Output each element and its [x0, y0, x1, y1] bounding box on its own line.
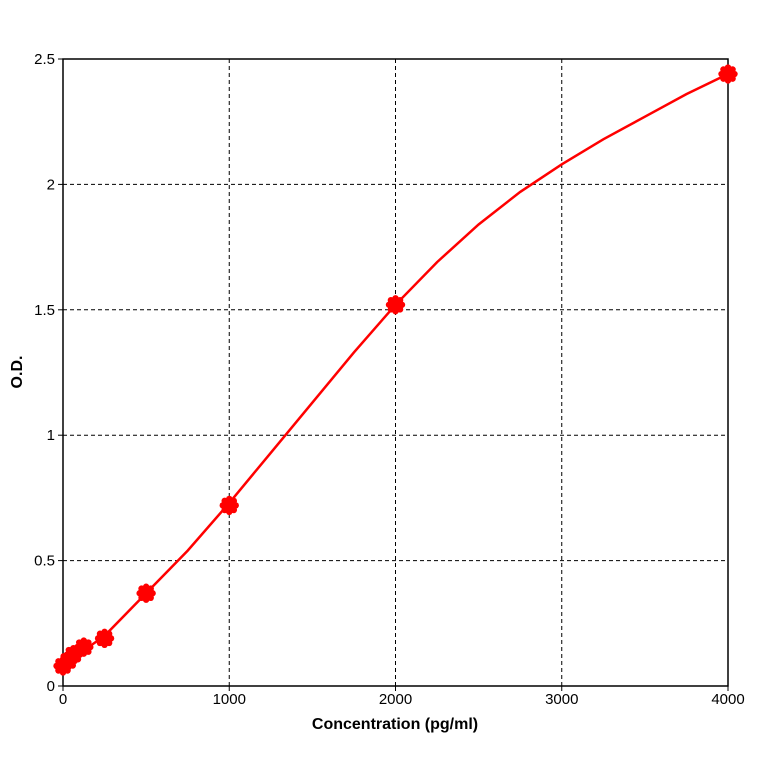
x-tick-label: 1000: [213, 691, 246, 708]
x-tick-label: 0: [59, 691, 67, 708]
data-point: [136, 583, 156, 603]
grid-lines: [58, 58, 729, 691]
data-point: [219, 495, 239, 516]
x-tick-label: 4000: [711, 691, 744, 708]
y-tick-label: 2: [47, 176, 55, 193]
data-point: [74, 637, 94, 657]
data-point: [718, 64, 738, 84]
data-point: [385, 295, 406, 315]
y-tick-label: 0.5: [34, 553, 55, 570]
x-tick-label: 2000: [379, 691, 412, 708]
x-axis-ticks: 0 1000 2000 3000 4000: [59, 691, 745, 708]
y-tick-label: 1.5: [34, 302, 55, 319]
plot-frame: [62, 58, 729, 687]
y-axis-ticks: 0 0.5 1 1.5 2 2.5: [34, 51, 55, 695]
x-axis-title: Concentration (pg/ml): [312, 716, 478, 733]
y-tick-label: 2.5: [34, 51, 55, 68]
y-tick-label: 0: [47, 678, 55, 695]
y-axis-title: O.D.: [9, 356, 26, 389]
data-point: [94, 628, 115, 649]
fit-curve-line: [62, 72, 729, 666]
x-tick-label: 3000: [545, 691, 578, 708]
data-points: [53, 64, 738, 676]
y-tick-label: 1: [47, 427, 55, 444]
